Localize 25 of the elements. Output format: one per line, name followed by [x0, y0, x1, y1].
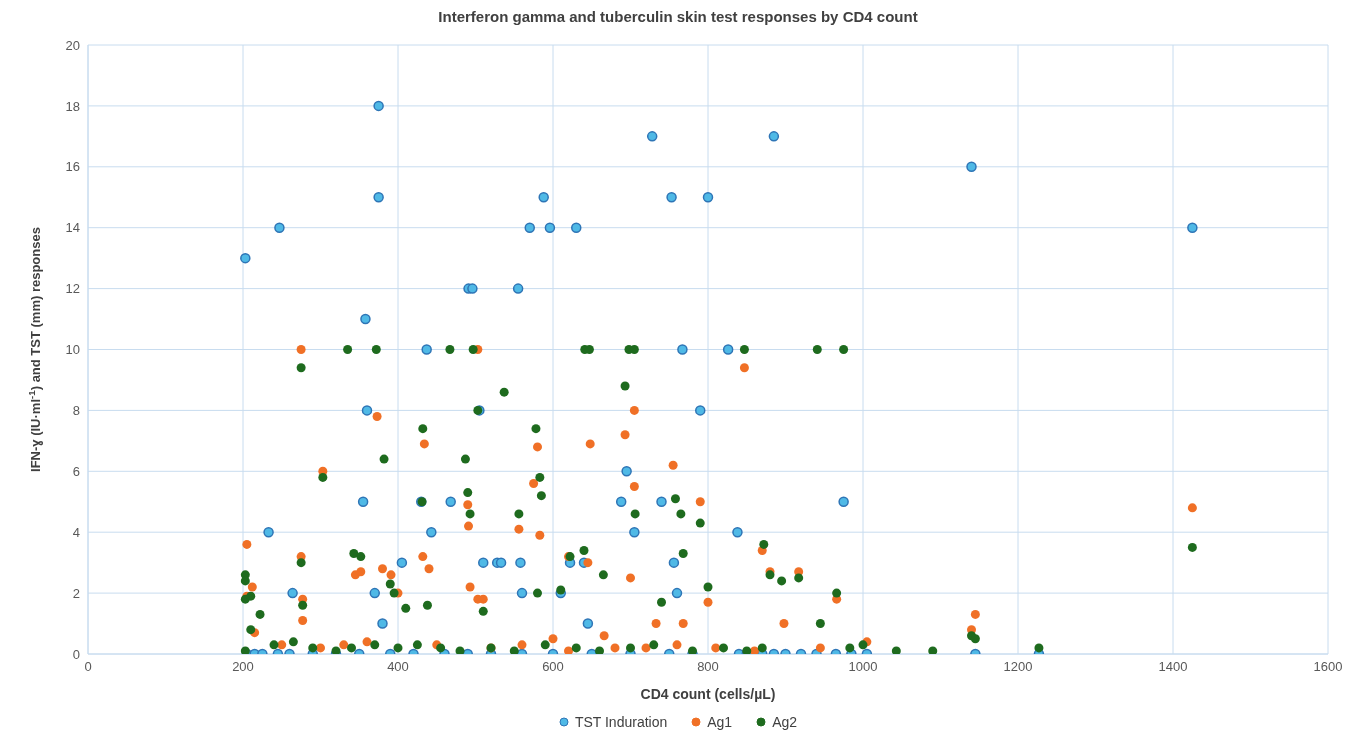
x-tick-label: 800	[697, 659, 719, 675]
chart-title: Interferon gamma and tuberculin skin test responses by CD4 count	[437, 8, 919, 25]
x-tick-label: 1400	[1158, 659, 1188, 675]
x-tick-label: 0	[84, 659, 92, 675]
x-tick-label: 1000	[848, 659, 878, 675]
legend-label: Ag1	[706, 714, 733, 730]
x-tick-label: 600	[542, 659, 564, 675]
y-tick-label: 16	[65, 159, 80, 175]
x-tick-label: 1600	[1313, 659, 1343, 675]
legend-label: TST Induration	[573, 714, 668, 730]
x-tick-label: 1200	[1003, 659, 1033, 675]
legend-label: Ag2	[771, 714, 798, 730]
y-tick-label: 20	[65, 37, 80, 53]
x-tick-label: 200	[232, 659, 254, 675]
y-tick-label: 18	[65, 98, 80, 114]
x-tick-label: 400	[387, 659, 409, 675]
y-tick-label: 14	[65, 220, 80, 236]
y-tick-label: 12	[65, 281, 80, 297]
y-tick-label: 0	[72, 646, 80, 662]
y-tick-label: 4	[72, 524, 80, 540]
y-tick-label: 10	[65, 342, 80, 358]
y-tick-label: 6	[72, 463, 80, 479]
y-tick-label: 8	[72, 403, 80, 419]
x-axis-title: CD4 count (cells/µL)	[640, 686, 776, 702]
y-tick-label: 2	[72, 585, 80, 601]
